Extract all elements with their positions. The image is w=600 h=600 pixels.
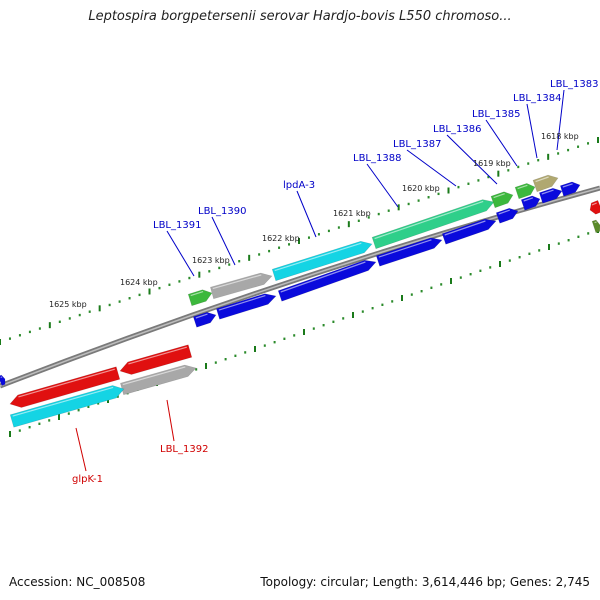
leader-line: [526, 103, 538, 159]
gene-highlight: [498, 209, 510, 215]
gene-arrow: [520, 195, 541, 211]
gene-highlight: [218, 295, 266, 311]
gene-arrow: [277, 259, 377, 302]
kbp-label: 1624 kbp: [120, 278, 158, 287]
gene-highlight: [562, 183, 573, 188]
gene-arrow: [441, 218, 497, 245]
gene-label: LBL_1392: [160, 444, 208, 455]
gene-arrow: [490, 191, 514, 209]
gene-label: LBL_1383: [550, 79, 598, 90]
gene-highlight: [374, 200, 484, 240]
gene-highlight: [195, 313, 208, 319]
map-title: Leptospira borgpetersenii serovar Hardjo…: [88, 9, 512, 24]
gene-arrow: [119, 344, 193, 375]
leader-line: [211, 216, 236, 266]
leader-line: [485, 119, 518, 167]
gene-highlight: [190, 291, 204, 297]
gene-arrow: [120, 364, 197, 396]
gene-label: LBL_1390: [198, 206, 246, 217]
gene-highlight: [274, 242, 362, 272]
gene-label: LBL_1388: [353, 153, 401, 164]
gene-highlight: [378, 239, 432, 258]
gene-highlight: [444, 220, 486, 236]
kbp-label: 1621 kbp: [333, 209, 371, 218]
gene-highlight: [517, 184, 528, 190]
leader-line: [556, 89, 565, 151]
gene-label: glpK-1: [72, 474, 103, 485]
gene-arrow: [589, 200, 600, 215]
gene-label: lpdA-3: [283, 180, 315, 191]
gene-label: LBL_1386: [433, 124, 481, 135]
kbp-label: 1625 kbp: [49, 300, 87, 309]
kbp-label: 1618 kbp: [541, 132, 579, 141]
leader-line: [446, 134, 498, 185]
kbp-label: 1623 kbp: [192, 256, 230, 265]
leader-line: [296, 190, 317, 238]
gene-arrow: [532, 174, 559, 193]
leader-line: [75, 427, 87, 472]
gene-highlight: [541, 189, 554, 195]
leader-line: [406, 149, 457, 187]
genome-map[interactable]: 1618 kbp 1619 kbp 1620 kbp 1621 kbp 1622 kbp…: [0, 0, 600, 560]
gene-highlight: [128, 346, 187, 365]
gene-highlight: [523, 197, 534, 202]
gene-arrow: [375, 237, 443, 267]
gene-highlight: [18, 368, 115, 398]
gene-arrow: [9, 366, 121, 408]
gene-highlight: [12, 386, 114, 417]
gene-arrow: [559, 181, 581, 197]
kbp-label: 1619 kbp: [473, 159, 511, 168]
gene-arrow: [271, 240, 373, 282]
gene-arrow: [210, 272, 273, 300]
gene-label: LBL_1391: [153, 220, 201, 231]
tick-layer: [0, 137, 599, 437]
label-layer: 1618 kbp 1619 kbp 1620 kbp 1621 kbp 1622 kbp…: [49, 79, 598, 485]
gene-highlight: [535, 176, 549, 183]
gene-label: LBL_1387: [393, 139, 441, 150]
gene-highlight: [122, 366, 186, 386]
leader-line: [366, 163, 399, 208]
leader-line: [166, 399, 175, 442]
gene-layer: [0, 174, 600, 428]
gene-highlight: [591, 202, 597, 206]
genome-summary: Topology: circular; Length: 3,614,446 bp…: [260, 575, 590, 589]
gene-highlight: [0, 376, 3, 379]
gene-arrow: [371, 199, 495, 250]
gene-arrow: [538, 187, 563, 204]
gene-arrow: [495, 207, 519, 224]
gene-arrow: [9, 385, 125, 428]
accession-label: Accession: NC_008508: [9, 575, 146, 589]
gene-label: LBL_1385: [472, 109, 520, 120]
gene-arrow: [216, 293, 277, 320]
kbp-label: 1622 kbp: [262, 234, 300, 243]
kbp-label: 1620 kbp: [402, 184, 440, 193]
gene-arrow: [192, 311, 217, 328]
leader-line: [166, 230, 195, 277]
gene-highlight: [212, 274, 262, 290]
gene-label: LBL_1384: [513, 93, 561, 104]
gene-highlight: [280, 261, 366, 293]
leader-layer: [75, 89, 565, 472]
gene-arrow: [187, 289, 213, 307]
gene-highlight: [594, 221, 597, 224]
gene-highlight: [493, 193, 505, 199]
